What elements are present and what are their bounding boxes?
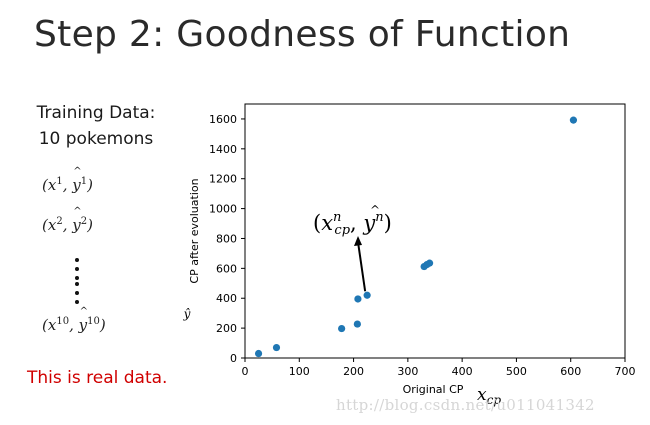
- sample-2: (x2, y2): [42, 216, 93, 234]
- annotation-label: (xn cp, yn): [313, 210, 392, 238]
- x-tick-label: 300: [397, 365, 418, 378]
- data-point: [354, 295, 362, 303]
- real-data-note: This is real data.: [27, 368, 168, 388]
- data-point: [363, 291, 371, 299]
- training-heading-line-2: 10 pokemons: [38, 129, 154, 149]
- slide-title: Step 2: Goodness of Function: [34, 14, 571, 55]
- annotation-hat: ^: [370, 203, 380, 217]
- data-point: [338, 324, 346, 333]
- x-tick-label: 600: [560, 365, 581, 378]
- vertical-ellipsis-icon: [72, 258, 82, 280]
- x-axis-label: Original CP: [403, 383, 464, 396]
- watermark: http://blog.csdn.net/u011041342: [336, 396, 595, 414]
- annotation-arrow-shaft: [357, 241, 367, 292]
- y-tick-label: 1400: [209, 143, 237, 156]
- y-hat-symbol: ŷ: [183, 307, 191, 321]
- sample-1: (x1, y1): [42, 176, 93, 194]
- y-tick-label: 400: [216, 292, 237, 305]
- x-tick-label: 100: [289, 365, 310, 378]
- plot-frame: [244, 103, 626, 359]
- y-tick-label: 600: [216, 262, 237, 275]
- x-tick-label: 700: [615, 365, 636, 378]
- data-point: [569, 116, 578, 124]
- x-tick-label: 200: [343, 365, 364, 378]
- x-tick-label: 400: [452, 365, 473, 378]
- y-tick-label: 1600: [209, 113, 237, 126]
- sample-10: (x10, y10): [42, 316, 106, 334]
- data-point: [254, 349, 263, 358]
- vertical-ellipsis-icon-2: [72, 282, 82, 304]
- data-point: [272, 343, 281, 352]
- x-cp-symbol: xcp: [477, 385, 501, 407]
- x-tick-label: 500: [506, 365, 527, 378]
- data-point: [353, 320, 361, 328]
- y-tick-label: 0: [230, 352, 237, 365]
- y-tick-label: 1200: [209, 173, 237, 186]
- y-tick-label: 200: [216, 322, 237, 335]
- training-heading-line-1: Training Data:: [36, 103, 156, 123]
- training-data-heading: Training Data: 10 pokemons: [26, 100, 166, 152]
- x-tick-label: 0: [242, 365, 249, 378]
- annotation-arrowhead: [354, 236, 362, 246]
- data-point: [425, 259, 434, 267]
- y-tick-label: 1000: [209, 203, 237, 216]
- y-tick-label: 800: [216, 232, 237, 245]
- y-axis-label: CP after evoluation: [188, 178, 201, 283]
